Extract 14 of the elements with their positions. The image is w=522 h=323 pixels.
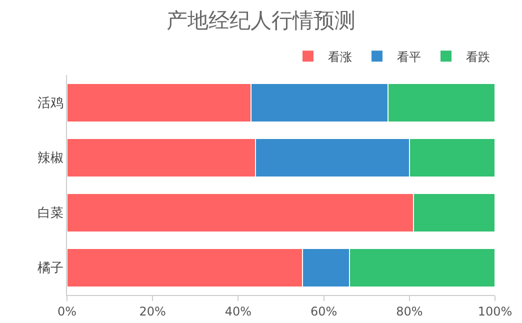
x-tick-label: 100% — [478, 304, 512, 318]
y-tick-label: 白菜 — [37, 206, 64, 222]
x-tick-label: 20% — [139, 304, 166, 318]
y-tick-label: 活鸡 — [37, 96, 64, 112]
chart-title: 产地经纪人行情预测 — [166, 8, 356, 33]
y-tick-label: 橘子 — [37, 261, 64, 276]
x-tick-label: 40% — [224, 304, 252, 318]
y-tick-label: 辣椒 — [37, 151, 64, 166]
x-tick-label: 80% — [396, 304, 423, 318]
legend-label: 看涨 — [328, 50, 352, 64]
x-tick-label: 0% — [57, 304, 77, 318]
legend-label: 看跌 — [466, 50, 490, 64]
legend-label: 看平 — [397, 50, 421, 64]
x-tick-label: 60% — [310, 304, 338, 318]
